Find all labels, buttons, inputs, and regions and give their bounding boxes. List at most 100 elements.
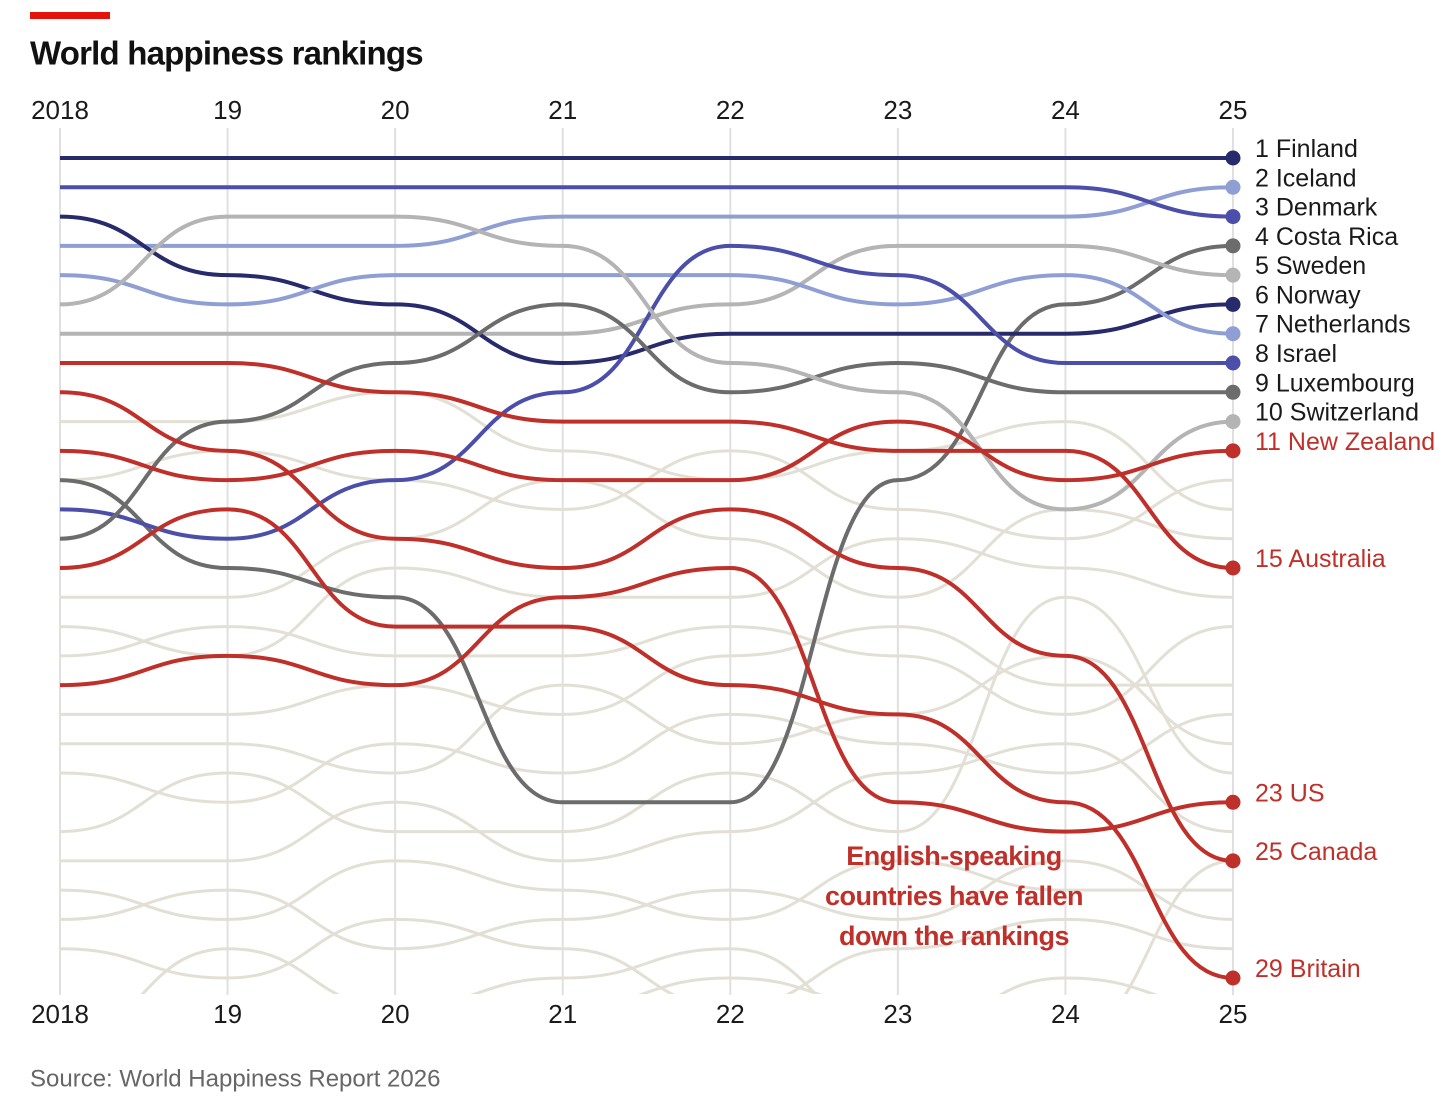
series-line xyxy=(59,419,1234,483)
series-line xyxy=(60,243,1234,336)
legend-label: Norway xyxy=(1276,281,1361,309)
rank-label: 29 xyxy=(1255,955,1283,983)
legend-label: Britain xyxy=(1290,955,1361,983)
end-dot xyxy=(1225,443,1241,459)
annotation: down the rankings xyxy=(839,921,1069,951)
legend-label: Canada xyxy=(1290,837,1378,865)
legend-label: New Zealand xyxy=(1288,427,1435,455)
x-tick-label: 20 xyxy=(381,95,410,125)
end-dot xyxy=(1225,150,1241,166)
legend-label: Denmark xyxy=(1276,193,1378,221)
series-label: 29 Britain xyxy=(1255,955,1361,983)
rank-label: 11 xyxy=(1255,427,1281,455)
series-line xyxy=(59,361,1234,570)
brand-bar xyxy=(30,12,110,19)
series-label: 2 Iceland xyxy=(1255,164,1356,192)
x-tick-label: 23 xyxy=(883,999,912,1029)
rank-label: 9 xyxy=(1255,369,1269,397)
legend-label: Australia xyxy=(1288,545,1385,573)
series-line xyxy=(59,302,1233,541)
end-dot xyxy=(1225,296,1241,312)
x-tick-label: 24 xyxy=(1051,95,1080,125)
series-line xyxy=(59,507,1234,980)
series-label: 4 Costa Rica xyxy=(1255,222,1398,250)
x-tick-label: 19 xyxy=(213,95,242,125)
series-line xyxy=(59,565,1234,834)
end-dot xyxy=(1225,970,1241,986)
series-label: 1 Finland xyxy=(1255,135,1358,163)
end-dot xyxy=(1225,326,1241,342)
series-label: 7 Netherlands xyxy=(1255,310,1411,338)
end-dot xyxy=(1225,179,1241,195)
series-label: 6 Norway xyxy=(1255,281,1361,309)
series-line xyxy=(60,185,1234,248)
x-tick-label: 25 xyxy=(1219,999,1248,1029)
end-dot xyxy=(1225,384,1241,400)
background-line xyxy=(59,537,1234,658)
end-dot xyxy=(1225,560,1241,576)
background-line xyxy=(59,625,1234,716)
rank-label: 15 xyxy=(1255,545,1283,573)
legend-label: Switzerland xyxy=(1290,398,1419,426)
end-dot xyxy=(1225,355,1241,371)
background-line xyxy=(60,478,1234,599)
background-line xyxy=(59,859,1233,921)
rank-label: 5 xyxy=(1255,252,1269,280)
series-line xyxy=(59,214,1234,366)
background-lines xyxy=(59,390,1234,994)
background-line xyxy=(59,712,1234,804)
series-label: 8 Israel xyxy=(1255,340,1337,368)
chart-title: World happiness rankings xyxy=(30,35,423,72)
background-line xyxy=(59,449,1234,541)
end-dot xyxy=(1225,267,1241,283)
series-label: 3 Denmark xyxy=(1255,193,1378,221)
series-line xyxy=(59,214,1234,512)
rank-label: 6 xyxy=(1255,281,1269,309)
annotation: countries have fallen xyxy=(825,881,1083,911)
rank-label: 25 xyxy=(1255,837,1283,865)
x-tick-label: 20 xyxy=(381,999,410,1029)
rank-label: 2 xyxy=(1255,164,1269,192)
end-dot xyxy=(1225,238,1241,254)
end-dot xyxy=(1225,794,1241,810)
x-tick-label: 24 xyxy=(1051,999,1080,1029)
rank-label: 10 xyxy=(1255,398,1283,426)
rank-label: 23 xyxy=(1255,779,1283,807)
x-tick-label: 21 xyxy=(548,95,577,125)
background-line xyxy=(637,859,1234,994)
end-dot xyxy=(1225,209,1241,225)
x-tick-label: 22 xyxy=(716,999,745,1029)
series-label: 5 Sweden xyxy=(1255,252,1366,280)
grid: 2018 2018 19 19 20 20 21 21 22 22 23 23 24 24 25 25 xyxy=(31,95,1247,1029)
legend-label: Finland xyxy=(1276,135,1358,163)
x-tick-label: 21 xyxy=(548,999,577,1029)
x-tick-label: 25 xyxy=(1219,95,1248,125)
series-line xyxy=(60,185,1234,219)
legend-label: Israel xyxy=(1276,340,1337,368)
end-dot xyxy=(1225,853,1241,869)
background-line xyxy=(59,390,1234,511)
series-label: 23 US xyxy=(1255,779,1325,807)
annotation: English-speaking xyxy=(846,841,1062,871)
rank-label: 8 xyxy=(1255,340,1269,368)
series-lines xyxy=(59,150,1241,986)
x-tick-label: 23 xyxy=(883,95,912,125)
legend-label: Netherlands xyxy=(1276,310,1411,338)
background-line xyxy=(140,947,1158,994)
legend-label: Luxembourg xyxy=(1276,369,1415,397)
legend-label: US xyxy=(1290,779,1325,807)
x-tick-label: 22 xyxy=(716,95,745,125)
x-tick-label: 2018 xyxy=(31,999,89,1029)
rank-label: 1 xyxy=(1255,135,1269,163)
legend-label: Sweden xyxy=(1276,252,1366,280)
background-line xyxy=(59,917,1234,994)
end-dot xyxy=(1225,414,1241,430)
series-label: 25 Canada xyxy=(1255,837,1377,865)
background-line xyxy=(60,654,1234,775)
series-label: 10 Switzerland xyxy=(1255,398,1419,426)
background-line xyxy=(60,742,1234,863)
series-label: 9 Luxembourg xyxy=(1255,369,1415,397)
